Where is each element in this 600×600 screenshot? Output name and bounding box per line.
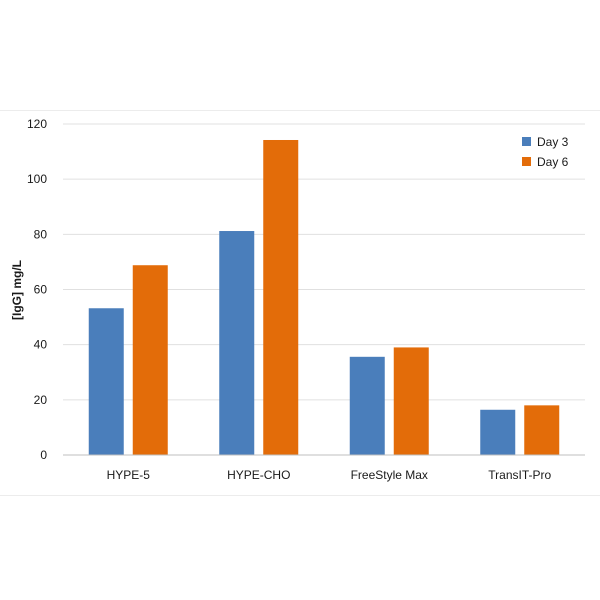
x-tick-label: FreeStyle Max <box>351 468 428 482</box>
y-tick-label: 100 <box>27 172 47 186</box>
legend: Day 3 Day 6 <box>522 135 569 169</box>
y-tick-label: 0 <box>40 448 47 462</box>
y-axis-label: [IgG] mg/L <box>10 260 24 320</box>
y-tick-label: 80 <box>34 227 48 241</box>
chart-frame <box>0 110 600 496</box>
bar-day-6 <box>132 265 168 455</box>
y-tick-label: 120 <box>27 117 47 131</box>
x-axis-ticks: HYPE-5 HYPE-CHO FreeStyle Max TransIT-Pro <box>107 468 552 482</box>
bars <box>88 139 560 455</box>
legend-swatch <box>522 137 531 146</box>
gridlines <box>63 123 585 401</box>
bar-day-6 <box>524 405 560 455</box>
bar-day-3 <box>349 356 385 455</box>
x-tick-label: HYPE-CHO <box>227 468 290 482</box>
bar-day-3 <box>88 308 124 455</box>
x-tick-label: TransIT-Pro <box>488 468 551 482</box>
bar-day-6 <box>263 139 299 455</box>
y-tick-label: 20 <box>34 393 48 407</box>
y-tick-label: 40 <box>34 338 48 352</box>
bar-day-6 <box>393 347 429 455</box>
y-axis-ticks: 0 20 40 60 80 100 120 <box>27 117 47 462</box>
y-tick-label: 60 <box>34 283 48 297</box>
bar-day-3 <box>480 409 516 455</box>
legend-label: Day 3 <box>537 135 569 149</box>
legend-swatch <box>522 157 531 166</box>
legend-label: Day 6 <box>537 155 569 169</box>
bar-day-3 <box>219 231 255 455</box>
x-tick-label: HYPE-5 <box>107 468 151 482</box>
